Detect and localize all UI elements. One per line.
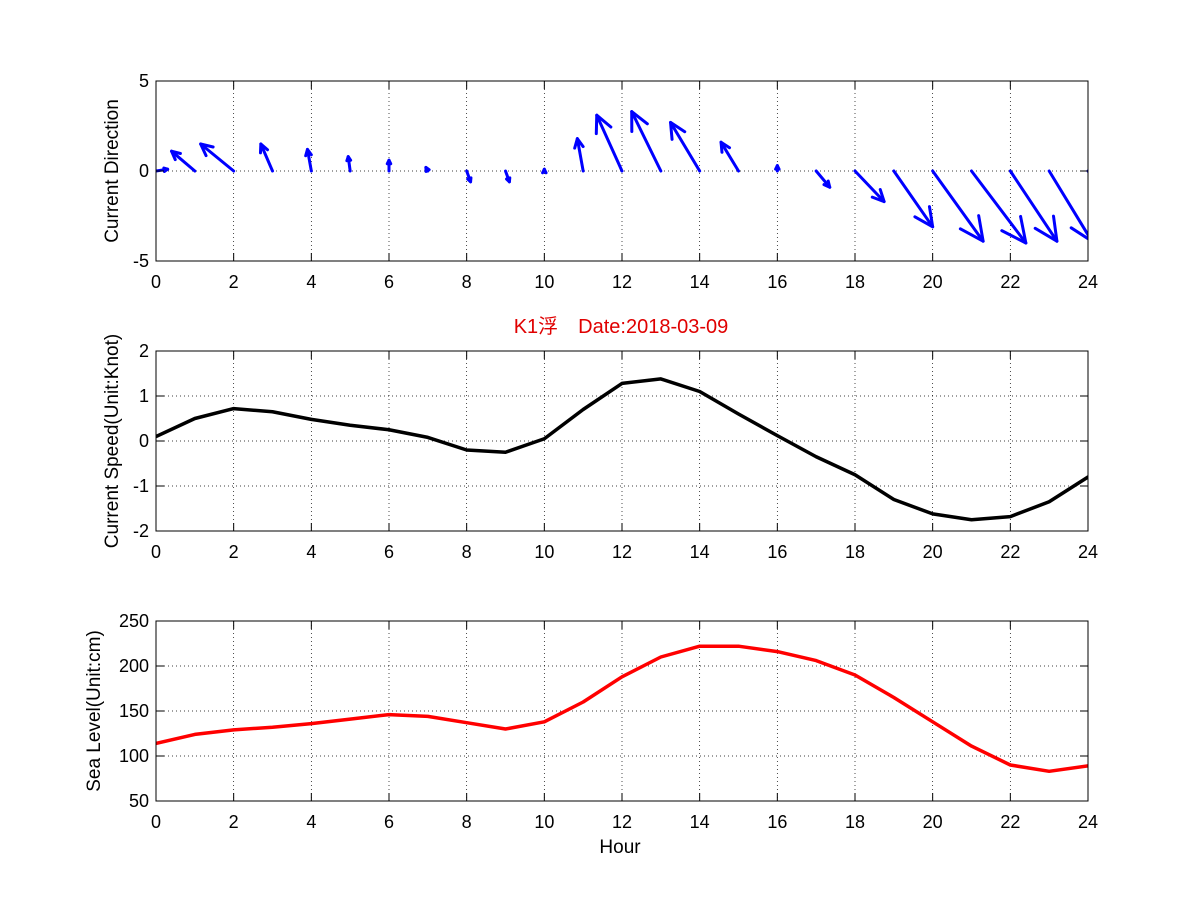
speed-grid xyxy=(156,351,1088,531)
speed-line xyxy=(156,377,1088,522)
current-arrow xyxy=(669,120,702,173)
y-tick-label: 0 xyxy=(139,431,149,451)
x-tick-label: 20 xyxy=(923,542,943,562)
current-arrow xyxy=(304,147,313,173)
current-arrow xyxy=(504,169,512,184)
current-arrow xyxy=(853,169,886,204)
current-arrow xyxy=(199,142,236,173)
x-tick-label: 14 xyxy=(690,272,710,292)
level-grid xyxy=(156,621,1088,801)
current-arrow xyxy=(424,165,431,173)
x-tick-label: 2 xyxy=(229,812,239,832)
x-tick-label: 24 xyxy=(1078,812,1098,832)
y-tick-label: -2 xyxy=(133,521,149,541)
x-tick-label: 4 xyxy=(306,812,316,832)
x-tick-label: 0 xyxy=(151,272,161,292)
x-tick-label: 2 xyxy=(229,542,239,562)
speed-series xyxy=(156,377,1088,522)
current-arrow xyxy=(345,155,353,173)
y-tick-label: 2 xyxy=(139,341,149,361)
x-tick-label: 24 xyxy=(1078,272,1098,292)
current-arrow xyxy=(385,158,393,173)
x-tick-label: 10 xyxy=(534,812,554,832)
y-tick-label: -5 xyxy=(133,251,149,271)
x-tick-label: 16 xyxy=(767,272,787,292)
current-arrow xyxy=(1008,169,1059,243)
x-tick-label: 10 xyxy=(534,542,554,562)
x-tick-label: 4 xyxy=(306,272,316,292)
speed-ylabel: Current Speed(Unit:Knot) xyxy=(102,334,123,548)
current-arrow xyxy=(258,142,274,173)
x-tick-label: 2 xyxy=(229,272,239,292)
x-tick-label: 14 xyxy=(690,542,710,562)
y-tick-label: 200 xyxy=(119,656,149,676)
current-arrow xyxy=(541,167,548,175)
direction-arrows xyxy=(156,110,1088,245)
level-xlabel: Hour xyxy=(599,837,641,858)
x-tick-label: 12 xyxy=(612,272,632,292)
y-tick-label: 50 xyxy=(129,791,149,811)
current-arrow xyxy=(594,113,624,173)
x-tick-label: 20 xyxy=(923,272,943,292)
current-arrow xyxy=(630,110,663,173)
current-arrow xyxy=(170,149,197,173)
y-tick-label: 5 xyxy=(139,71,149,91)
y-tick-label: -1 xyxy=(133,476,149,496)
x-tick-label: 6 xyxy=(384,542,394,562)
x-tick-label: 8 xyxy=(462,542,472,562)
x-tick-label: 8 xyxy=(462,272,472,292)
current-arrow xyxy=(465,169,473,184)
current-arrow xyxy=(814,169,832,189)
x-tick-label: 22 xyxy=(1000,542,1020,562)
x-tick-label: 6 xyxy=(384,812,394,832)
y-tick-label: 100 xyxy=(119,746,149,766)
x-tick-label: 24 xyxy=(1078,542,1098,562)
x-tick-label: 22 xyxy=(1000,812,1020,832)
x-tick-label: 18 xyxy=(845,542,865,562)
chart-title: K1浮 Date:2018-03-09 xyxy=(514,315,729,338)
x-tick-label: 12 xyxy=(612,812,632,832)
y-tick-label: 250 xyxy=(119,611,149,631)
level-series xyxy=(156,644,1088,774)
current-arrow xyxy=(719,140,740,173)
level-ylabel: Sea Level(Unit:cm) xyxy=(84,630,105,792)
current-arrow xyxy=(1047,169,1088,241)
y-tick-label: 0 xyxy=(139,161,149,181)
x-tick-label: 0 xyxy=(151,812,161,832)
x-tick-label: 16 xyxy=(767,542,787,562)
x-tick-label: 0 xyxy=(151,542,161,562)
x-tick-label: 18 xyxy=(845,812,865,832)
y-tick-label: 1 xyxy=(139,386,149,406)
x-tick-label: 4 xyxy=(306,542,316,562)
current-arrow xyxy=(573,137,585,173)
direction-ylabel: Current Direction xyxy=(102,99,123,243)
x-tick-label: 6 xyxy=(384,272,394,292)
current-arrow xyxy=(1086,169,1088,174)
current-arrow xyxy=(931,169,985,243)
x-tick-label: 20 xyxy=(923,812,943,832)
direction-panel: 0 2 4 6 8 10 12 14 16 18 20 22 24-505 Current Direct… xyxy=(102,71,1098,292)
level-line xyxy=(156,644,1088,774)
x-tick-label: 14 xyxy=(690,812,710,832)
x-tick-label: 10 xyxy=(534,272,554,292)
current-arrow xyxy=(774,164,781,173)
x-tick-label: 12 xyxy=(612,542,632,562)
current-arrow xyxy=(970,169,1028,245)
x-tick-label: 22 xyxy=(1000,272,1020,292)
x-tick-label: 18 xyxy=(845,272,865,292)
y-tick-label: 150 xyxy=(119,701,149,721)
current-arrow xyxy=(892,169,935,229)
direction-ticks: 0 2 4 6 8 10 12 14 16 18 20 22 24-505 xyxy=(133,71,1098,292)
x-tick-label: 8 xyxy=(462,812,472,832)
x-tick-label: 16 xyxy=(767,812,787,832)
